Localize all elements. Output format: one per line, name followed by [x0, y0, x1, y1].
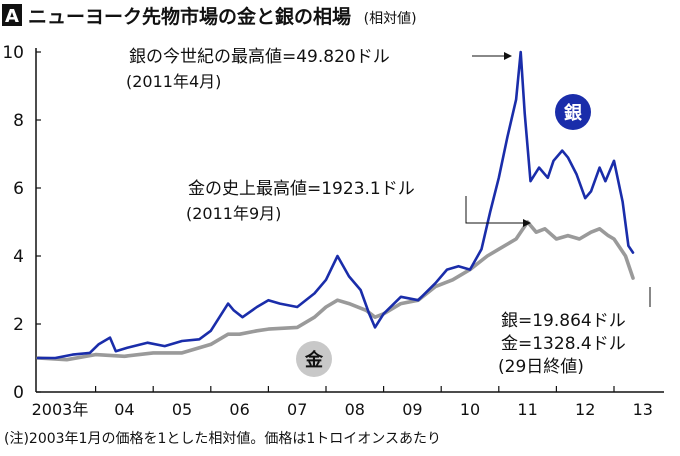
summary-gold: 金=1328.4ドル	[501, 334, 626, 354]
footnote: (注)2003年1月の価格を1とした相対値。価格は1トロイオンスあたり	[4, 431, 441, 447]
panel-letter: A	[5, 6, 19, 27]
series-layer	[36, 50, 635, 362]
x-tick-label: 05	[172, 400, 192, 419]
gold-peak-annotation: 金の史上最高値=1923.1ドル (2011年9月)	[186, 179, 531, 227]
silver-peak-annotation: 銀の今世紀の最高値=49.820ドル (2011年4月)	[126, 47, 512, 91]
x-tick-label: 13	[633, 400, 653, 419]
summary-date: (29日終値)	[498, 357, 584, 377]
gold-badge-label: 金	[304, 349, 324, 371]
gold-peak-leader	[465, 196, 524, 224]
silver-badge-circle	[555, 94, 591, 130]
chart-title: ニューヨーク先物市場の金と銀の相場 (相対値)	[28, 5, 417, 28]
y-tick-label: 10	[2, 43, 24, 63]
x-tick-label: 10	[460, 400, 480, 419]
x-axis-ticks: 2003年 04 05 06 07 08 09 10 11 12 13	[32, 386, 653, 419]
summary-silver: 銀=19.864ドル	[501, 311, 626, 331]
x-tick-label: 04	[114, 400, 134, 419]
gold-peak-date: (2011年9月)	[186, 204, 281, 223]
silver-badge-label: 銀	[564, 102, 582, 124]
gold-badge-circle	[296, 341, 332, 377]
x-tick-label: 12	[575, 400, 595, 419]
silver-line	[36, 50, 635, 360]
gold-line	[36, 220, 635, 362]
x-tick-label: 2003年	[32, 400, 89, 419]
x-tick-label: 09	[402, 400, 422, 419]
y-tick-label: 0	[13, 383, 24, 403]
y-tick-label: 6	[13, 179, 24, 199]
axes: 0 2 4 6 8 10 2003年 04 05 06 07 08 09 10 11 12 13	[2, 43, 664, 419]
chart-subtitle: (相対値)	[364, 11, 417, 27]
silver-peak-label: 銀の今世紀の最高値=49.820ドル	[129, 47, 390, 67]
panel-letter-box	[2, 4, 22, 26]
x-tick-label: 08	[345, 400, 365, 419]
silver-peak-arrowhead	[504, 52, 512, 60]
chart-title-main: ニューヨーク先物市場の金と銀の相場	[28, 5, 351, 28]
latest-value-summary: 銀=19.864ドル 金=1328.4ドル (29日終値)	[498, 287, 651, 377]
y-tick-label: 4	[13, 247, 24, 267]
silver-badge: 銀	[555, 94, 591, 130]
y-axis-ticks: 0 2 4 6 8 10	[2, 43, 41, 403]
y-tick-label: 8	[13, 111, 24, 131]
gold-badge: 金	[296, 341, 332, 377]
gold-peak-arrowhead	[523, 219, 531, 227]
silver-peak-date: (2011年4月)	[126, 72, 221, 91]
gold-peak-label: 金の史上最高値=1923.1ドル	[188, 179, 415, 199]
y-tick-label: 2	[13, 315, 24, 335]
header: A ニューヨーク先物市場の金と銀の相場 (相対値)	[2, 4, 417, 28]
x-tick-label: 07	[287, 400, 307, 419]
x-tick-label: 06	[229, 400, 249, 419]
x-tick-label: 11	[517, 400, 537, 419]
